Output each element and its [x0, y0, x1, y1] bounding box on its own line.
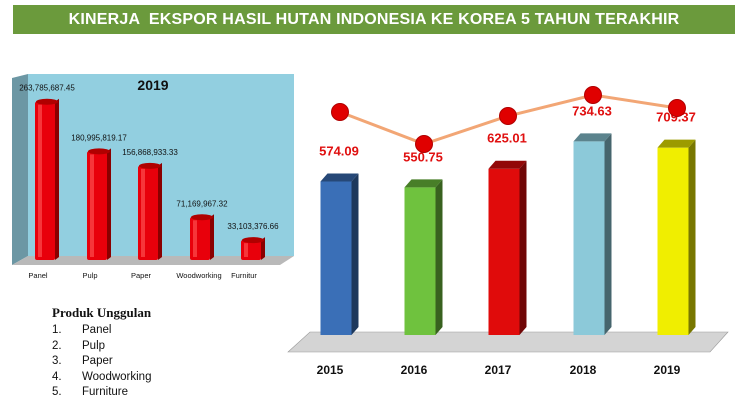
x-tick-label: Paper — [131, 271, 152, 280]
product-list-label: Panel — [82, 324, 112, 336]
x-tick-label: 2017 — [485, 363, 512, 377]
product-list-title: Produk Unggulan — [52, 305, 152, 320]
bar-top — [320, 173, 359, 182]
data-label: 263,785,687.45 — [19, 84, 75, 93]
bar-top — [488, 160, 527, 169]
product-list-label: Paper — [82, 355, 113, 367]
product-list-item: 5. Furniture — [52, 385, 272, 401]
chart-side-wall — [12, 74, 28, 265]
chart-floor — [287, 331, 729, 353]
product-list-number: 5. — [52, 386, 62, 398]
product-list-number: 2. — [52, 339, 62, 352]
trend-marker — [584, 86, 602, 104]
product-list-label: Woodworking — [82, 370, 152, 383]
bar-highlight — [193, 220, 197, 257]
product-list-number: 4. — [52, 370, 62, 383]
bar — [404, 187, 436, 335]
product-list-item: 1. Panel — [52, 323, 272, 339]
trend-marker — [331, 103, 349, 121]
data-label: 574.09 — [319, 143, 359, 158]
bar-side — [688, 139, 696, 335]
trend-marker — [499, 107, 517, 125]
data-label: 33,103,376.66 — [227, 222, 279, 231]
x-tick-label: Furnitur — [231, 271, 257, 280]
page-title: KINERJA EKSPOR HASIL HUTAN INDONESIA KE … — [13, 5, 735, 34]
chart-title: 2019 — [137, 77, 168, 93]
product-list: Produk Unggulan 1. Panel 2. Pulp 3. Paper 4. Wo… — [52, 305, 272, 401]
bar-top — [573, 133, 612, 142]
product-list-number: 3. — [52, 355, 62, 367]
bar — [657, 147, 689, 335]
x-tick-label: Pulp — [82, 271, 97, 280]
trend-marker — [668, 99, 686, 117]
bar-side — [158, 162, 162, 260]
bar-top — [191, 214, 213, 221]
bar — [488, 168, 520, 335]
bar-top — [139, 162, 161, 169]
bar-highlight — [38, 104, 42, 257]
bar-side — [519, 160, 527, 335]
data-label: 709.37 — [656, 110, 696, 125]
bar-side — [604, 133, 612, 335]
product-list-item: 3. Paper — [52, 354, 272, 370]
bar-top — [404, 179, 443, 188]
bar-side — [261, 237, 265, 260]
bar-side — [210, 214, 214, 260]
bar-side — [435, 179, 443, 335]
product-list-label: Pulp — [82, 339, 106, 352]
product-list-label: Furniture — [82, 386, 129, 398]
chart-floor — [12, 256, 294, 265]
x-tick-label: 2016 — [401, 363, 428, 377]
product-list-item: 2. Pulp — [52, 339, 272, 355]
product-list-number: 1. — [52, 324, 62, 336]
x-tick-label: 2015 — [317, 363, 344, 377]
bar-side — [55, 98, 59, 260]
bar — [320, 181, 352, 335]
x-tick-label: 2018 — [570, 363, 597, 377]
bar-highlight — [90, 154, 94, 257]
data-label: 156,868,933.33 — [122, 148, 178, 157]
bar-side — [351, 173, 359, 335]
bar-top — [242, 237, 264, 244]
bar-top — [88, 148, 110, 155]
data-label: 71,169,967.32 — [176, 199, 228, 208]
yearly-export-chart: 574.09 2015 550.75 2016 625.01 2017 734.63 2018… — [287, 86, 729, 377]
data-label: 734.63 — [572, 103, 612, 118]
bar-top — [36, 98, 58, 105]
product-bar-chart-2019: 2019 263,785,687.45 Panel 180,995,819.17 Pul… — [12, 74, 294, 280]
data-label: 550.75 — [403, 149, 443, 164]
bar — [573, 141, 605, 335]
data-label: 180,995,819.17 — [71, 133, 127, 142]
trend-marker — [415, 135, 433, 153]
bar-highlight — [141, 168, 145, 257]
bar-top — [657, 139, 696, 148]
bar-highlight — [244, 243, 248, 257]
x-tick-label: Woodworking — [176, 271, 221, 280]
bar-side — [107, 148, 111, 260]
x-tick-label: Panel — [28, 271, 48, 280]
x-tick-label: 2019 — [654, 363, 681, 377]
data-label: 625.01 — [487, 131, 527, 146]
product-list-item: 4. Woodworking — [52, 370, 272, 386]
